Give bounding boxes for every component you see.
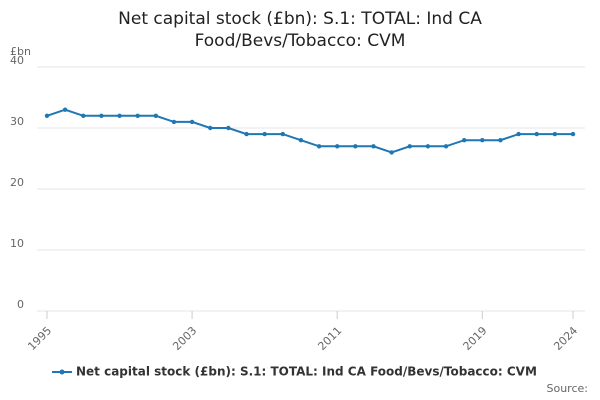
point xyxy=(516,131,521,137)
point xyxy=(135,113,140,119)
point xyxy=(335,144,340,149)
point xyxy=(353,144,358,149)
point xyxy=(226,125,231,131)
point xyxy=(480,138,485,143)
x-tick-label: 1995 xyxy=(25,324,54,353)
legend-marker xyxy=(59,369,65,375)
y-tick-label: 30 xyxy=(10,115,24,128)
point xyxy=(262,131,267,137)
y-tick-label: 20 xyxy=(10,176,24,189)
point xyxy=(171,119,177,125)
point xyxy=(534,131,539,137)
point xyxy=(389,150,394,155)
point xyxy=(371,144,376,149)
point xyxy=(81,113,86,119)
point xyxy=(208,125,213,131)
point xyxy=(498,138,503,143)
x-tick-label: 2024 xyxy=(551,324,580,353)
point xyxy=(425,144,431,149)
point xyxy=(552,131,558,137)
point xyxy=(298,138,304,143)
chart-title: Net capital stock (£bn): S.1: TOTAL: Ind… xyxy=(118,9,482,51)
y-tick-label: 0 xyxy=(17,298,24,311)
y-tick-label: 10 xyxy=(10,237,24,250)
point xyxy=(153,113,159,119)
point xyxy=(44,113,50,119)
y-tick-label: 40 xyxy=(10,54,24,67)
point xyxy=(117,113,122,119)
point xyxy=(99,113,104,119)
legend-label: Net capital stock (£bn): S.1: TOTAL: Ind… xyxy=(76,365,537,379)
line xyxy=(46,108,573,154)
point xyxy=(570,131,576,137)
point xyxy=(443,144,449,149)
point xyxy=(280,131,285,137)
source: Source: xyxy=(547,382,589,395)
point xyxy=(461,138,467,143)
x-tick-label: 2011 xyxy=(315,324,344,353)
point xyxy=(316,144,322,149)
y-axis-label: £bn xyxy=(10,45,31,58)
point xyxy=(407,144,412,149)
x-tick-label: 2003 xyxy=(170,324,199,353)
point xyxy=(244,131,249,137)
x-tick-label: 2019 xyxy=(461,324,490,353)
point xyxy=(189,119,195,125)
point xyxy=(62,107,68,112)
